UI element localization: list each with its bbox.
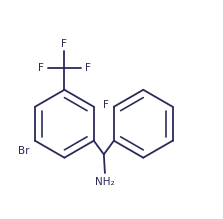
Text: NH₂: NH₂ xyxy=(95,177,115,187)
Text: F: F xyxy=(62,39,67,49)
Text: F: F xyxy=(38,63,44,73)
Text: Br: Br xyxy=(18,146,29,156)
Text: F: F xyxy=(85,63,91,73)
Text: F: F xyxy=(103,100,109,110)
